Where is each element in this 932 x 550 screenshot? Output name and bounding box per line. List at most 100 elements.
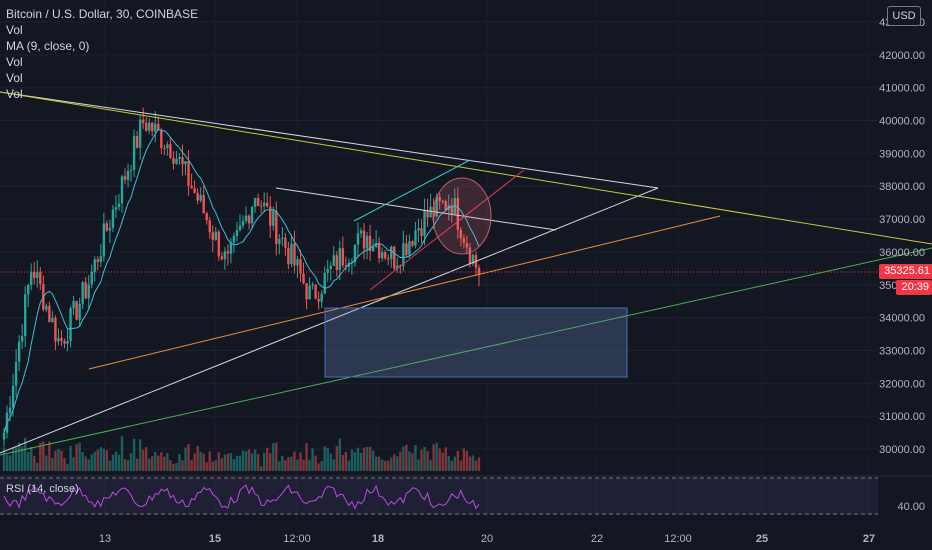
candle-body [259,205,263,207]
candle-body [435,196,438,217]
candle-body [20,336,24,342]
volume-bar [374,456,378,471]
volume-bar [30,446,33,471]
candle-body [441,200,444,202]
volume-bar [371,450,375,471]
study-ma[interactable]: MA (9, close, 0) [6,39,90,53]
candle-body [181,157,184,165]
volume-bar [253,449,257,471]
candle-body [353,244,357,263]
volume-bar [250,453,254,471]
candle-body [78,303,81,320]
volume-bar [214,460,217,471]
volume-bar [154,452,157,471]
volume-bar [27,452,30,471]
candle-body [281,237,284,239]
volume-bar [126,460,130,471]
candle-body [377,243,381,259]
candle-body [45,305,48,310]
rsi-label[interactable]: RSI (14, close) [6,483,79,495]
volume-bar [256,453,260,471]
study-vol[interactable]: Vol [6,55,23,69]
cyan-channel [353,159,471,222]
volume-bar [2,447,6,471]
candle-body [129,170,133,172]
candle-body [187,161,190,186]
candle-body [11,385,15,408]
orange-trendline [88,215,721,370]
volume-bar [317,463,320,471]
volume-bar [259,466,263,471]
volume-bar [262,452,266,471]
candle-body [87,284,90,299]
candle-body [205,213,208,221]
price-tick-label: 38000.00 [879,181,925,193]
volume-bar [23,437,27,471]
volume-bar [160,452,163,471]
volume-bar [220,458,224,471]
currency-button[interactable]: USD [887,6,921,26]
volume-bar [384,460,387,471]
price-tick-label: 42000.00 [879,50,925,62]
volume-bar [299,452,302,471]
candle-body [344,265,348,267]
price-tick-label: 37000.00 [879,214,925,226]
candle-body [393,246,396,269]
candle-body [341,248,345,266]
volume-bar [157,455,160,471]
volume-bar [417,459,420,471]
rsi-pane: 40.00 [0,475,932,515]
volume-bar [69,445,72,471]
volume-bar [36,462,39,471]
candle-body [132,136,136,171]
volume-bars [2,435,481,471]
volume-bar [305,443,308,471]
time-tick-label: 13 [99,533,111,545]
candle-body [111,209,115,228]
study-vol[interactable]: Vol [6,23,23,37]
symbol-title[interactable]: Bitcoin / U.S. Dollar, 30, COINBASE [6,7,199,21]
volume-bar [320,461,323,471]
candle-body [423,210,426,236]
candle-body [426,210,429,218]
candle-body [368,235,372,252]
volume-bar [17,442,21,471]
volume-bar [205,462,208,471]
candle-body [459,229,463,239]
time-tick-label: 20 [481,533,493,545]
candle-body [302,273,305,284]
candle-body [326,268,329,273]
volume-bar [178,453,181,471]
volume-bar [471,455,475,471]
candle-body [462,238,466,243]
candle-body [30,271,33,285]
rsi-value-label: 40.00 [897,501,925,513]
volume-bar [347,460,351,471]
candle-body [429,206,432,218]
volume-bar [344,451,348,471]
volume-bar [247,449,251,471]
candle-body [166,144,169,149]
volume-bar [14,447,18,471]
volume-bar [57,448,60,471]
candle-body [190,185,193,189]
study-vol[interactable]: Vol [6,87,23,101]
volume-bar [456,450,460,471]
study-vol[interactable]: Vol [6,71,23,85]
candle-body [323,272,326,294]
yellow-trendline [0,91,932,245]
volume-bar [429,459,432,471]
volume-bar [474,460,478,471]
candle-body [105,223,109,231]
candle-body [332,255,335,266]
volume-bar [290,456,293,471]
volume-bar [172,463,175,471]
volume-bar [353,452,357,471]
price-tick-label: 32000.00 [879,378,925,390]
volume-bar [235,455,239,471]
volume-bar [269,453,272,471]
candle-body [256,197,260,206]
candle-body [63,340,66,344]
price-tick-label: 36000.00 [879,247,925,259]
